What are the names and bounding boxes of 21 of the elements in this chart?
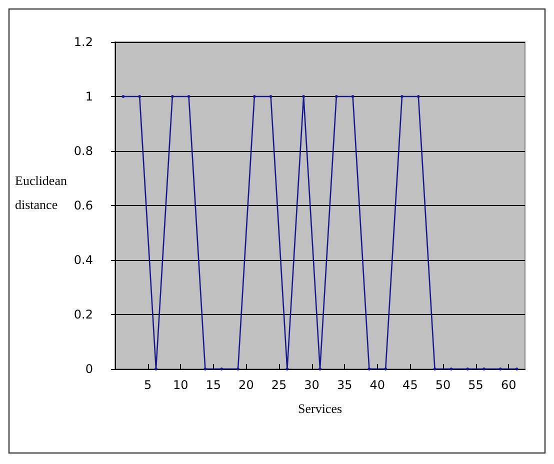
- y-tick-label: 0.4: [74, 253, 93, 267]
- y-tick-label: 0.2: [74, 308, 93, 322]
- x-tick-label: 30: [304, 378, 320, 392]
- y-tick-label: 0.8: [74, 144, 93, 158]
- x-tick-label: 40: [370, 378, 386, 392]
- x-tick-label: 55: [468, 378, 484, 392]
- x-tick-label: 50: [435, 378, 451, 392]
- x-tick-label: 20: [238, 378, 254, 392]
- y-axis-title: Euclidean distance: [15, 173, 68, 212]
- y-tick-label: 1: [85, 90, 93, 104]
- x-tick-label: 60: [500, 378, 516, 392]
- y-tick-label: 1.2: [74, 35, 93, 49]
- y-tick-label: 0.6: [74, 198, 93, 212]
- x-tick-label: 10: [172, 378, 188, 392]
- y-tick-label: 0: [85, 362, 93, 376]
- x-axis-title: Services: [298, 401, 342, 416]
- x-tick-label: 45: [402, 378, 418, 392]
- x-tick-label: 5: [144, 378, 152, 392]
- x-tick-label: 15: [206, 378, 222, 392]
- x-tick-label: 35: [336, 378, 352, 392]
- x-tick-label: 25: [271, 378, 287, 392]
